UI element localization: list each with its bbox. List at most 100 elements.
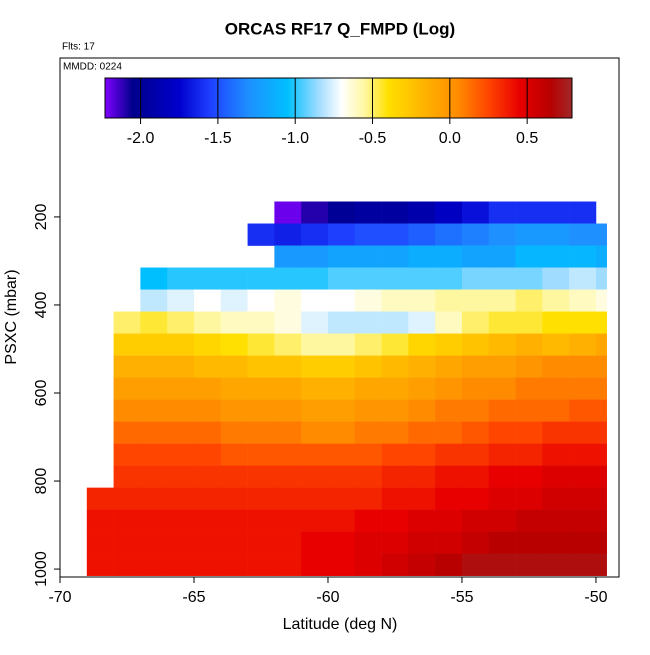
heatmap-cell bbox=[113, 399, 141, 422]
heatmap-cell bbox=[408, 333, 436, 356]
heatmap-cell bbox=[381, 553, 409, 576]
y-axis-label: PSXC (mbar) bbox=[3, 269, 20, 364]
heatmap-cell bbox=[274, 531, 302, 554]
heatmap-cell bbox=[515, 267, 543, 290]
heatmap-cell bbox=[327, 377, 356, 400]
heatmap-cell bbox=[220, 487, 248, 510]
heatmap-cell bbox=[488, 245, 516, 268]
heatmap-cell bbox=[301, 421, 329, 444]
heatmap-cell bbox=[542, 443, 570, 466]
heatmap-cell bbox=[595, 333, 607, 356]
heatmap-cell bbox=[301, 553, 329, 576]
heatmap-cell bbox=[301, 399, 329, 422]
heatmap-cell bbox=[488, 443, 516, 466]
heatmap-cell bbox=[167, 267, 195, 290]
heatmap-cell bbox=[488, 531, 516, 554]
heatmap-cell bbox=[274, 553, 302, 576]
heatmap-cell bbox=[569, 355, 597, 378]
heatmap-cell bbox=[488, 377, 516, 400]
heatmap-cell bbox=[488, 201, 516, 224]
heatmap-cell bbox=[542, 531, 570, 554]
heatmap-cell bbox=[408, 443, 436, 466]
heatmap-cell bbox=[461, 201, 490, 224]
heatmap-cell bbox=[274, 267, 302, 290]
heatmap-cell bbox=[140, 421, 168, 444]
heatmap-cell bbox=[435, 553, 463, 576]
heatmap-cell bbox=[408, 289, 436, 312]
heatmap-cell bbox=[381, 245, 409, 268]
heatmap-cell bbox=[354, 531, 382, 554]
heatmap-cell bbox=[435, 267, 463, 290]
heatmap-cell bbox=[140, 289, 168, 312]
heatmap-cell bbox=[595, 267, 607, 290]
heatmap-cell bbox=[220, 267, 248, 290]
heatmap-cell bbox=[354, 487, 382, 510]
heatmap-cell bbox=[113, 553, 141, 576]
heatmap-cell bbox=[569, 399, 597, 422]
heatmap-cell bbox=[515, 421, 543, 444]
heatmap-cell bbox=[140, 531, 168, 554]
heatmap-cell bbox=[354, 311, 382, 334]
heatmap-cell bbox=[274, 421, 302, 444]
colorbar-tick-label: -0.5 bbox=[359, 130, 387, 147]
heatmap-cell bbox=[461, 465, 490, 488]
heatmap-cell bbox=[327, 465, 356, 488]
heatmap-cell bbox=[274, 355, 302, 378]
y-tick-label: 200 bbox=[33, 203, 50, 230]
heatmap-cell bbox=[327, 355, 356, 378]
heatmap-cell bbox=[327, 267, 356, 290]
heatmap-cell bbox=[515, 553, 543, 576]
heatmap-cell bbox=[140, 465, 168, 488]
heatmap-cell bbox=[301, 245, 329, 268]
x-tick-label: -60 bbox=[316, 589, 339, 606]
heatmap-cell bbox=[435, 355, 463, 378]
heatmap-cell bbox=[515, 487, 543, 510]
heatmap-cell bbox=[354, 553, 382, 576]
heatmap-cell bbox=[461, 223, 490, 246]
heatmap-cell bbox=[193, 465, 222, 488]
heatmap-cell bbox=[247, 355, 275, 378]
date-label: MMDD: 0224 bbox=[63, 62, 122, 73]
heatmap-cell bbox=[301, 201, 329, 224]
heatmap-cell bbox=[488, 421, 516, 444]
heatmap-cell bbox=[167, 399, 195, 422]
heatmap-cell bbox=[327, 553, 356, 576]
heatmap-cell bbox=[569, 333, 597, 356]
heatmap-cell bbox=[354, 465, 382, 488]
heatmap-cell bbox=[301, 267, 329, 290]
heatmap-cell bbox=[569, 421, 597, 444]
heatmap-cell bbox=[220, 421, 248, 444]
heatmap-cell bbox=[461, 487, 490, 510]
heatmap-cell bbox=[569, 487, 597, 510]
heatmap-cell bbox=[381, 267, 409, 290]
heatmap-cell bbox=[435, 443, 463, 466]
heatmap-cell bbox=[140, 399, 168, 422]
heatmap-cell bbox=[461, 267, 490, 290]
colorbar-tick-label: -2.0 bbox=[127, 130, 155, 147]
heatmap-cell bbox=[193, 289, 222, 312]
heatmap-cell bbox=[515, 509, 543, 532]
heatmap-cell bbox=[247, 553, 275, 576]
heatmap-cell bbox=[381, 289, 409, 312]
heatmap-cell bbox=[354, 201, 382, 224]
heatmap-cell bbox=[515, 333, 543, 356]
x-tick-label: -70 bbox=[48, 589, 71, 606]
heatmap-cell bbox=[301, 531, 329, 554]
heatmap-cell bbox=[461, 553, 490, 576]
heatmap-cell bbox=[220, 531, 248, 554]
heatmap-cell bbox=[301, 223, 329, 246]
heatmap-cell bbox=[408, 223, 436, 246]
heatmap-cell bbox=[247, 267, 275, 290]
heatmap-cell bbox=[381, 421, 409, 444]
heatmap-cell bbox=[435, 201, 463, 224]
colorbar-tick-label: 0.0 bbox=[439, 130, 461, 147]
heatmap-cell bbox=[247, 311, 275, 334]
heatmap-cell bbox=[247, 377, 275, 400]
heatmap-cell bbox=[595, 487, 607, 510]
heatmap-cell bbox=[542, 333, 570, 356]
heatmap-cell bbox=[595, 443, 607, 466]
heatmap-cell bbox=[515, 289, 543, 312]
heatmap-cell bbox=[542, 355, 570, 378]
heatmap-cell bbox=[569, 289, 597, 312]
